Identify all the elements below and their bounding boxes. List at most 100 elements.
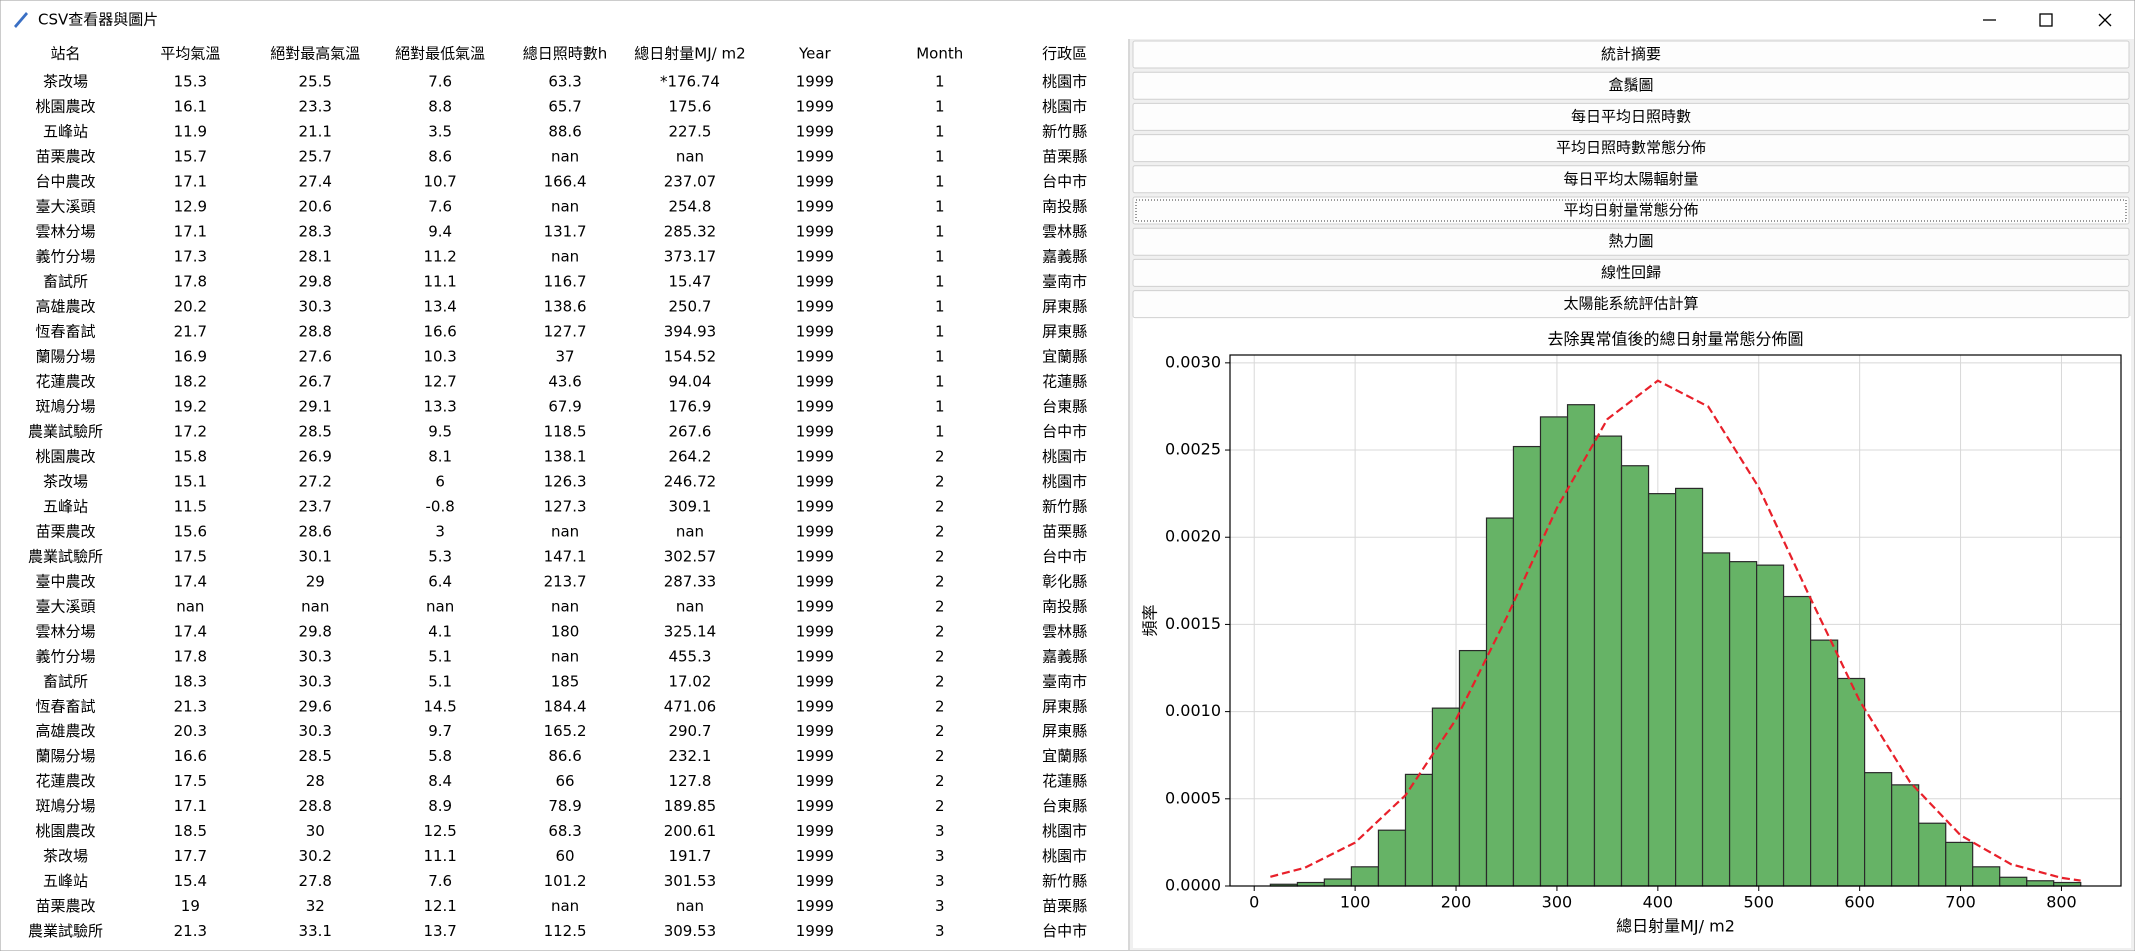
table-cell: 116.7 <box>544 272 587 290</box>
histogram-bar <box>1999 876 2028 887</box>
table-cell: 屏東縣 <box>1042 697 1087 715</box>
table-cell: 14.5 <box>423 697 456 715</box>
table-cell: 3 <box>935 872 945 890</box>
histogram-bar <box>1810 639 1839 887</box>
table-cell: 臺南市 <box>1042 272 1087 290</box>
menu-button[interactable]: 太陽能系統評估計算 <box>1132 290 2130 319</box>
table-cell: 17.8 <box>174 647 207 665</box>
table-cell: 1999 <box>796 422 834 440</box>
column-header[interactable]: Year <box>798 45 832 63</box>
minimize-button[interactable] <box>1960 4 2018 36</box>
column-header[interactable]: 絕對最低氣溫 <box>395 45 485 63</box>
table-cell: 65.7 <box>548 97 581 115</box>
table-cell: 苗栗農改 <box>35 147 95 165</box>
menu-button[interactable]: 統計摘要 <box>1132 40 2130 69</box>
column-header[interactable]: 平均氣溫 <box>160 45 220 63</box>
table-cell: 五峰站 <box>43 872 88 890</box>
table-cell: 301.53 <box>664 872 717 890</box>
menu-button[interactable]: 每日平均日照時數 <box>1132 102 2130 131</box>
table-cell: 1 <box>935 172 945 190</box>
table-cell: 25.7 <box>299 147 332 165</box>
table-cell: nan <box>551 197 579 215</box>
table-cell: 1999 <box>796 97 834 115</box>
table-cell: 20.3 <box>174 722 207 740</box>
table-cell: 1999 <box>796 372 834 390</box>
table-cell: 3 <box>935 822 945 840</box>
histogram-bar <box>1675 487 1704 887</box>
y-tick-label: 0.0010 <box>1165 701 1221 720</box>
column-header[interactable]: Month <box>916 45 963 63</box>
table-cell: 台中農改 <box>35 172 95 190</box>
table-cell: 28.8 <box>299 797 332 815</box>
table-cell: 畜試所 <box>43 272 88 290</box>
table-cell: 12.7 <box>423 372 456 390</box>
table-cell: 28.5 <box>299 747 332 765</box>
table-cell: 2 <box>935 447 945 465</box>
table-cell: 471.06 <box>664 697 717 715</box>
table-cell: 義竹分場 <box>35 247 95 265</box>
column-header[interactable]: 絕對最高氣溫 <box>270 45 360 63</box>
histogram-bar <box>1323 878 1352 887</box>
close-button[interactable] <box>2076 4 2134 36</box>
menu-button[interactable]: 每日平均太陽輻射量 <box>1132 165 2130 194</box>
column-header[interactable]: 站名 <box>50 45 80 63</box>
table-cell: 恆春畜試 <box>35 697 95 715</box>
normal-curve <box>1270 379 2081 882</box>
table-cell: 2 <box>935 672 945 690</box>
menu-button[interactable]: 平均日照時數常態分佈 <box>1132 134 2130 163</box>
table-cell: 309.53 <box>664 922 717 940</box>
histogram-bar <box>1485 517 1515 887</box>
column-header[interactable]: 總日射量MJ/ m2 <box>634 45 745 63</box>
column-header[interactable]: 總日照時數h <box>523 45 608 63</box>
table-cell: nan <box>551 897 579 915</box>
table-cell: 6 <box>435 472 445 490</box>
table-cell: 1999 <box>796 497 834 515</box>
table-cell: 高雄農改 <box>35 722 95 740</box>
table-cell: 9.7 <box>428 722 452 740</box>
table-cell: 112.5 <box>544 922 587 940</box>
table-cell: 1999 <box>796 847 834 865</box>
table-cell: 13.4 <box>423 297 456 315</box>
table-cell: 屏東縣 <box>1042 297 1087 315</box>
table-cell: 9.5 <box>428 422 452 440</box>
table-cell: 16.9 <box>174 347 207 365</box>
table-cell: 1999 <box>796 622 834 640</box>
menu-button[interactable]: 盒鬚圖 <box>1132 71 2130 100</box>
table-cell: 台中市 <box>1042 922 1087 940</box>
table-cell: 3 <box>435 522 445 540</box>
table-cell: 1999 <box>796 772 834 790</box>
table-cell: 18.2 <box>174 372 207 390</box>
button-face <box>1132 102 2130 131</box>
table-cell: 200.61 <box>664 822 717 840</box>
table-cell: 17.8 <box>174 272 207 290</box>
menu-button[interactable]: 平均日射量常態分佈 <box>1132 196 2130 225</box>
table-cell: 237.07 <box>664 172 717 190</box>
table-cell: 19.2 <box>174 397 207 415</box>
table-cell: 台東縣 <box>1042 397 1087 415</box>
column-header[interactable]: 行政區 <box>1042 45 1087 63</box>
table-cell: 9.4 <box>428 222 452 240</box>
table-cell: 斑鳩分場 <box>35 397 95 415</box>
maximize-button[interactable] <box>2018 4 2076 36</box>
table-cell: 27.6 <box>299 347 332 365</box>
button-label: 盒鬚圖 <box>1608 76 1653 94</box>
table-cell: 23.3 <box>299 97 332 115</box>
button-face <box>1132 40 2130 69</box>
table-cell: 28.3 <box>299 222 332 240</box>
table-cell: nan <box>676 522 704 540</box>
table-cell: 30.3 <box>299 297 332 315</box>
x-tick-label: 0 <box>1249 893 1259 912</box>
x-tick-label: 300 <box>1542 893 1573 912</box>
table-cell: 農業試驗所 <box>28 422 103 440</box>
table-panel <box>1 39 1128 950</box>
table-cell: 13.7 <box>423 922 456 940</box>
table-cell: 12.1 <box>423 897 456 915</box>
table-cell: 1999 <box>796 472 834 490</box>
table-cell: 30.1 <box>299 547 332 565</box>
menu-button[interactable]: 熱力圖 <box>1132 227 2130 256</box>
table-cell: -0.8 <box>426 497 455 515</box>
menu-button[interactable]: 線性回歸 <box>1132 258 2130 287</box>
table-cell: 1 <box>935 422 945 440</box>
table-cell: 17.4 <box>174 622 207 640</box>
table-cell: 嘉義縣 <box>1042 247 1087 265</box>
